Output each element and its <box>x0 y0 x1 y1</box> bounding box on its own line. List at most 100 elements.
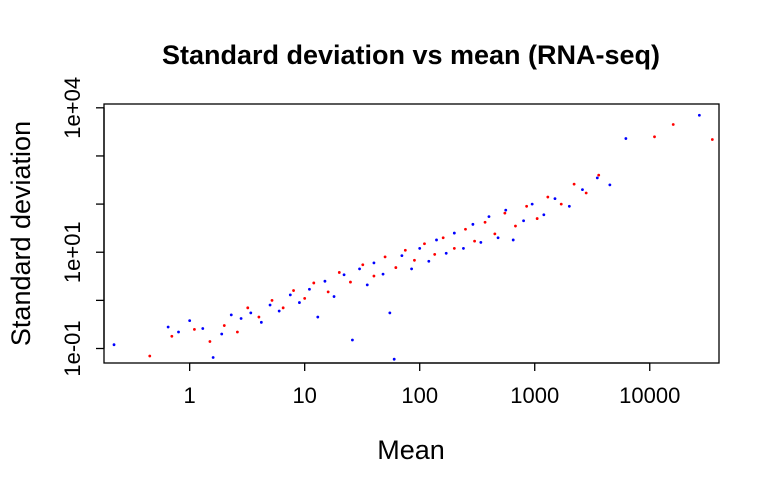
data-point <box>166 325 170 329</box>
data-point <box>394 266 398 269</box>
data-point <box>303 296 307 300</box>
data-point <box>188 319 192 322</box>
data-point <box>358 267 361 271</box>
data-point <box>323 279 327 283</box>
data-point <box>423 242 426 246</box>
data-point <box>400 254 404 258</box>
data-point <box>697 113 701 117</box>
data-point <box>653 135 656 139</box>
data-point <box>410 267 413 271</box>
data-point <box>298 301 301 304</box>
data-point <box>361 263 365 267</box>
data-point <box>349 280 352 284</box>
y-tick-label: 1e+04 <box>60 77 85 139</box>
data-point <box>441 236 445 240</box>
data-point <box>572 182 576 186</box>
x-tick-label: 1000 <box>510 383 559 408</box>
data-point <box>535 217 539 220</box>
data-point <box>710 138 714 141</box>
data-point <box>222 324 226 327</box>
data-point <box>433 253 437 256</box>
data-point <box>249 311 253 315</box>
data-point <box>503 211 507 215</box>
x-tick-label: 10000 <box>619 383 680 408</box>
data-point <box>418 247 422 250</box>
data-point <box>337 271 341 274</box>
data-point <box>464 227 467 231</box>
data-point <box>277 309 281 313</box>
data-point <box>444 251 448 255</box>
data-point <box>567 204 571 208</box>
data-point <box>584 191 588 195</box>
data-point <box>235 330 239 334</box>
data-point <box>452 231 456 235</box>
data-point <box>581 188 584 192</box>
data-point <box>624 137 628 140</box>
data-point <box>259 320 263 324</box>
data-point <box>525 204 529 208</box>
chart-title: Standard deviation vs mean (RNA-seq) <box>162 40 660 70</box>
data-point <box>193 327 196 331</box>
data-point <box>496 236 500 240</box>
data-point <box>671 123 675 126</box>
data-point <box>559 202 563 206</box>
data-point <box>351 338 354 342</box>
data-point <box>388 311 392 315</box>
data-point <box>595 176 599 180</box>
data-point <box>246 306 250 310</box>
data-point <box>372 261 376 265</box>
data-point <box>342 273 346 277</box>
data-point <box>522 219 525 223</box>
data-point <box>257 315 261 319</box>
data-point <box>413 258 416 262</box>
data-point <box>452 247 456 250</box>
y-axis: 1e-01 1e+01 1e+04 <box>60 77 105 377</box>
data-point <box>608 183 612 187</box>
data-point <box>312 281 316 285</box>
x-tick-label: 10 <box>292 383 316 408</box>
data-point <box>511 238 515 242</box>
data-point <box>427 259 431 263</box>
data-points <box>112 113 714 361</box>
data-point <box>493 232 497 236</box>
data-point <box>403 248 407 252</box>
data-point <box>471 222 475 226</box>
data-point <box>392 357 396 361</box>
data-point <box>201 327 205 330</box>
data-point <box>270 298 274 302</box>
y-axis-title: Standard deviation <box>6 121 36 346</box>
x-tick-label: 100 <box>401 383 438 408</box>
data-point <box>332 295 336 298</box>
data-point <box>462 247 465 250</box>
data-point <box>316 315 320 319</box>
data-point <box>208 340 212 343</box>
data-point <box>383 255 387 259</box>
data-point <box>597 173 601 177</box>
data-point <box>268 303 272 307</box>
data-point <box>239 317 243 320</box>
data-point <box>292 289 295 292</box>
data-point <box>483 220 487 224</box>
data-point <box>435 238 438 242</box>
data-point <box>288 293 292 297</box>
data-point <box>479 241 483 244</box>
y-tick-label: 1e+01 <box>60 221 85 283</box>
data-point <box>229 313 233 317</box>
data-point <box>473 239 476 243</box>
x-tick-label: 1 <box>184 383 196 408</box>
data-point <box>326 290 330 294</box>
y-tick-label: 1e-01 <box>60 320 85 376</box>
data-point <box>365 283 369 287</box>
data-point <box>372 274 376 278</box>
data-point <box>281 306 285 310</box>
data-point <box>553 197 557 201</box>
x-axis: 1 10 100 1000 10000 <box>184 362 680 408</box>
data-point <box>177 330 180 334</box>
data-point <box>308 287 311 291</box>
x-axis-title: Mean <box>377 435 445 465</box>
data-point <box>112 343 116 347</box>
data-point <box>546 195 550 199</box>
data-point <box>211 356 215 359</box>
data-point <box>148 354 152 358</box>
